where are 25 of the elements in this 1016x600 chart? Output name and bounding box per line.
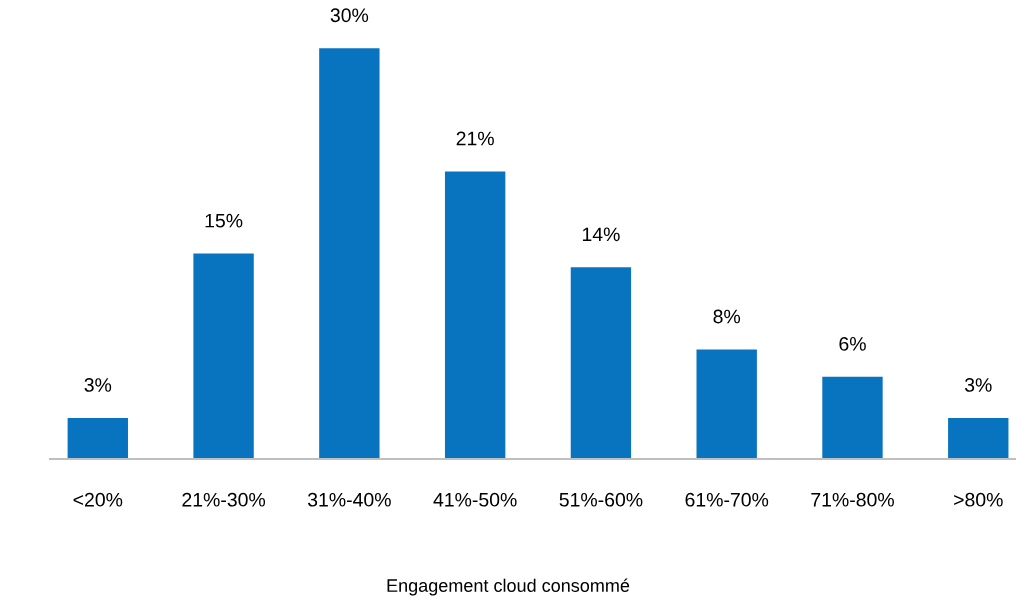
x-tick-label: 61%-70%: [685, 492, 769, 507]
bar: [696, 349, 757, 459]
bar: [67, 417, 128, 459]
data-label: 15%: [205, 213, 243, 228]
x-tick-label: >80%: [954, 492, 1003, 507]
data-label: 30%: [330, 8, 369, 23]
x-axis-title: Engagement cloud consommé: [387, 578, 630, 596]
data-label: 6%: [839, 337, 866, 351]
data-label: 21%: [456, 131, 494, 146]
x-tick-label: 21%-30%: [182, 492, 266, 507]
x-tick-label: <20%: [73, 492, 123, 507]
data-label: 3%: [964, 378, 992, 392]
data-label: 3%: [84, 378, 112, 392]
data-label: 8%: [713, 309, 741, 324]
data-label: 14%: [582, 227, 620, 242]
x-tick-label: 71%-80%: [811, 492, 894, 507]
bar: [948, 417, 1009, 459]
x-tick-label: 41%-50%: [433, 492, 517, 507]
x-tick-label: 51%-60%: [559, 492, 643, 507]
bar: [822, 376, 883, 459]
bar: [570, 267, 632, 459]
x-tick-label: 31%-40%: [307, 492, 391, 507]
bar: [444, 171, 506, 459]
bar: [319, 48, 380, 459]
bar: [193, 253, 254, 459]
